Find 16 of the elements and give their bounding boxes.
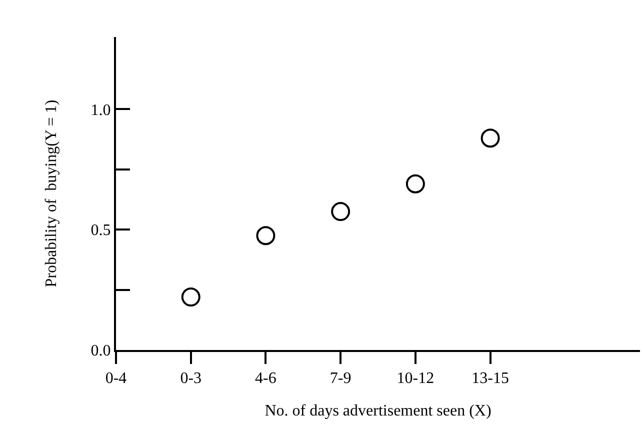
y-tick-label: 1.0 (90, 102, 111, 119)
point (256, 226, 276, 246)
y-axis-title: Probability of buying(Y = 1) (43, 100, 60, 288)
y-tick-label: 0.0 (90, 342, 111, 360)
point (406, 174, 425, 194)
x-tick-label: 4-6 (255, 370, 276, 388)
x-tick-label: 10-12 (396, 370, 434, 388)
x-tick-label: 0-3 (180, 370, 202, 388)
x-tick-label: 13-15 (472, 370, 509, 388)
x-tick-label: 0-4 (105, 370, 127, 388)
point (480, 128, 500, 148)
point (181, 288, 200, 307)
x-axis-title: No. of days advertisement seen (X) (264, 402, 492, 420)
x-tick-label: 7-9 (330, 370, 352, 388)
point (331, 202, 350, 222)
y-tick-label: 0.5 (90, 222, 111, 240)
